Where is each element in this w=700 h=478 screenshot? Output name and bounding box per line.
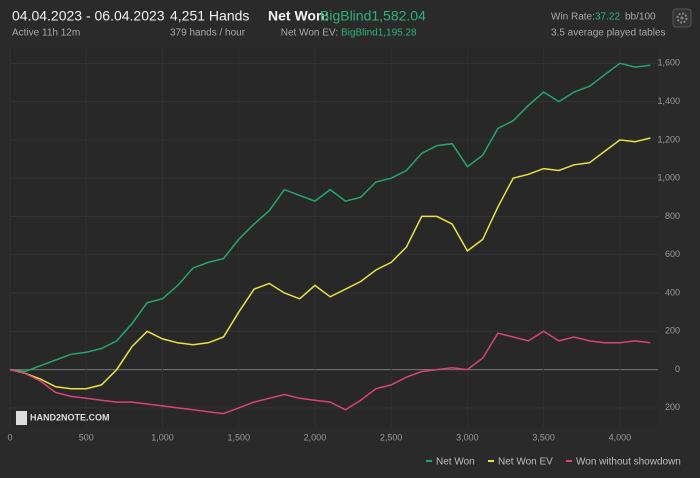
tables: 3.5 average played tables [551, 28, 666, 39]
y-tick-label: 600 [665, 249, 680, 259]
plot-area [10, 48, 658, 427]
x-tick-label: 3,500 [532, 432, 555, 442]
y-tick-label: 1,000 [657, 173, 680, 183]
x-tick-label: 3,000 [456, 432, 479, 442]
x-tick-label: 1,500 [227, 432, 250, 442]
y-tick-label: 800 [665, 211, 680, 221]
legend-label: Net Won EV [498, 457, 553, 468]
gear-center[interactable] [680, 16, 684, 20]
y-tick-label: 1,600 [657, 58, 680, 68]
hands: 4,251 Hands [170, 8, 249, 24]
series-line [9, 330, 651, 415]
x-tick-label: 1,000 [151, 432, 174, 442]
win-rate-unit: bb/100 [625, 12, 656, 23]
date-range: 04.04.2023 - 06.04.2023 [12, 8, 165, 24]
gear[interactable] [676, 12, 688, 24]
logo [16, 411, 27, 425]
legend-label: Net Won [436, 457, 475, 468]
y-tick-label: 200 [665, 402, 680, 412]
y-tick-label: 400 [665, 287, 680, 297]
net-won-value: BigBlind1,582.04 [320, 8, 426, 24]
net-won-label: Net Won: [268, 8, 329, 24]
x-tick-label: 2,500 [380, 432, 403, 442]
net-won-ev-label: Net Won EV: [281, 28, 338, 39]
hands-per-hour: 379 hands / hour [170, 28, 246, 39]
x-tick-label: 2,000 [304, 432, 327, 442]
watermark: HAND2NOTE.COM [16, 411, 110, 425]
y-tick-label: 1,400 [657, 96, 680, 106]
x-tick-label: 4,000 [609, 432, 632, 442]
watermark-text: HAND2NOTE.COM [30, 412, 110, 422]
x-tick-label: 0 [7, 432, 12, 442]
series-line [9, 137, 651, 390]
series-line [9, 62, 651, 373]
active-time: Active 11h 12m [12, 28, 80, 39]
y-tick-label: 200 [665, 326, 680, 336]
y-tick-label: 0 [675, 364, 680, 374]
y-tick-label: 1,200 [657, 134, 680, 144]
legend-label: Won without showdown [576, 457, 681, 468]
settings-icon[interactable] [672, 8, 692, 28]
net-won-ev-value: BigBlind1,195.28 [341, 28, 417, 39]
win-rate-value: 37.22 [595, 12, 620, 23]
x-tick-label: 500 [79, 432, 94, 442]
win-rate-label: Win Rate: [551, 12, 595, 23]
